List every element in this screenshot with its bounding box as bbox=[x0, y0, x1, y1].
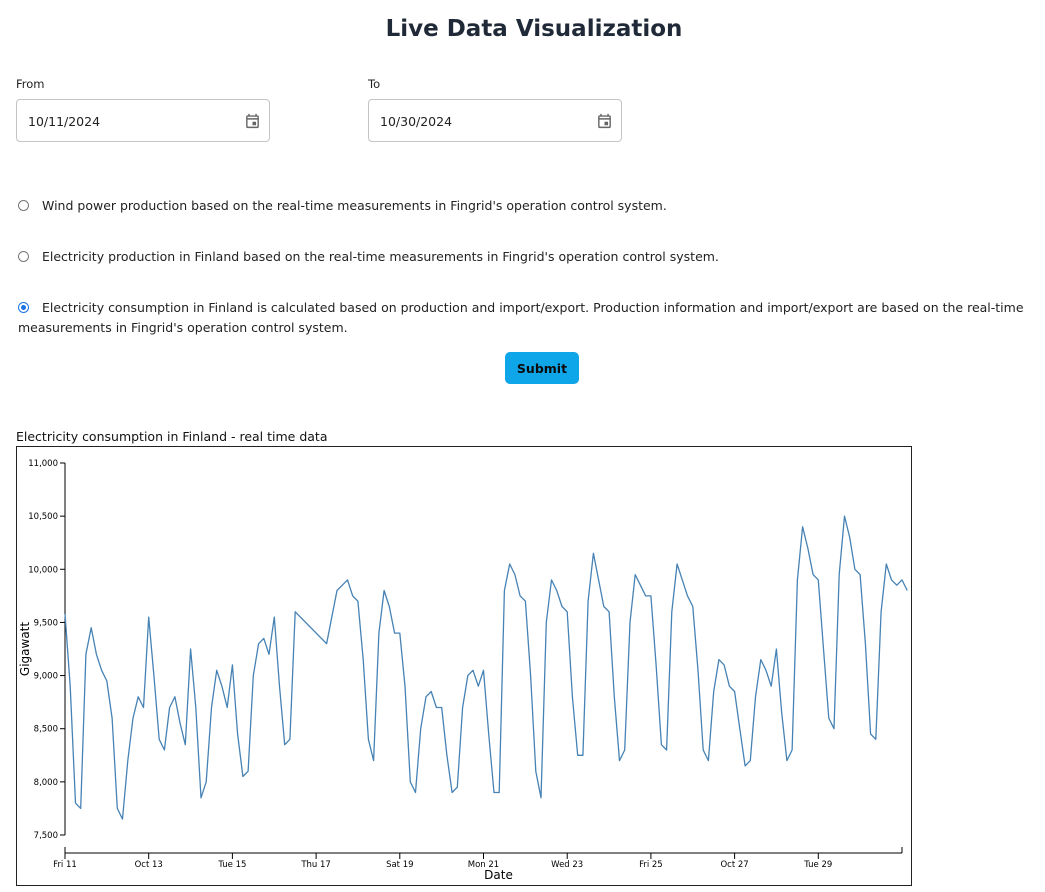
x-tick-label: Wed 23 bbox=[551, 860, 583, 870]
from-date-field[interactable]: 10/11/2024 bbox=[16, 99, 270, 142]
option-electricity-production[interactable]: Electricity production in Finland based … bbox=[18, 247, 1040, 267]
x-tick-label: Fri 25 bbox=[639, 860, 663, 870]
y-tick-label: 11,000 bbox=[28, 459, 58, 469]
calendar-icon[interactable] bbox=[244, 112, 261, 130]
to-date-value[interactable]: 10/30/2024 bbox=[380, 114, 453, 129]
calendar-icon[interactable] bbox=[596, 112, 613, 130]
y-tick-label: 8,500 bbox=[34, 725, 58, 735]
chart-title: Electricity consumption in Finland - rea… bbox=[16, 429, 328, 444]
y-tick-label: 9,000 bbox=[34, 672, 58, 682]
radio-wind-power[interactable] bbox=[18, 200, 29, 211]
line-chart: 7,500 8,000 8,500 9,000 9,500 10,000 10,500 11,… bbox=[18, 459, 908, 882]
option-electricity-consumption-label: Electricity consumption in Finland is ca… bbox=[18, 300, 1024, 335]
radio-electricity-production[interactable] bbox=[18, 251, 29, 262]
y-tick-label: 8,000 bbox=[34, 778, 58, 788]
y-tick-label: 10,500 bbox=[28, 512, 58, 522]
to-date-field[interactable]: 10/30/2024 bbox=[368, 99, 622, 142]
chart-container: 7,500 8,000 8,500 9,000 9,500 10,000 10,500 11,… bbox=[16, 446, 912, 886]
x-tick-label: Sat 19 bbox=[386, 860, 413, 870]
option-wind-power-label: Wind power production based on the real-… bbox=[42, 198, 667, 213]
option-electricity-production-label: Electricity production in Finland based … bbox=[42, 249, 719, 264]
from-date-value[interactable]: 10/11/2024 bbox=[28, 114, 101, 129]
from-label: From bbox=[16, 77, 45, 91]
y-tick-label: 7,500 bbox=[34, 831, 58, 841]
x-tick-label: Tue 29 bbox=[803, 860, 832, 870]
x-tick-label: Tue 15 bbox=[217, 860, 246, 870]
radio-electricity-consumption[interactable] bbox=[18, 302, 29, 313]
x-tick-label: Oct 27 bbox=[720, 860, 748, 870]
x-tick-label: Mon 21 bbox=[468, 860, 499, 870]
y-tick-label: 10,000 bbox=[28, 565, 58, 575]
submit-button[interactable]: Submit bbox=[505, 352, 579, 384]
page-title: Live Data Visualization bbox=[385, 16, 683, 42]
y-axis-label: Gigawatt bbox=[18, 622, 32, 676]
x-tick-label: Thu 17 bbox=[300, 860, 330, 870]
x-tick-label: Fri 11 bbox=[53, 860, 77, 870]
to-label: To bbox=[368, 77, 381, 91]
x-tick-label: Oct 13 bbox=[135, 860, 163, 870]
x-axis-label: Date bbox=[484, 868, 513, 882]
option-electricity-consumption[interactable]: Electricity consumption in Finland is ca… bbox=[18, 298, 1042, 338]
y-tick-label: 9,500 bbox=[34, 618, 58, 628]
option-wind-power[interactable]: Wind power production based on the real-… bbox=[18, 196, 1040, 216]
series-line-0 bbox=[64, 515, 908, 820]
